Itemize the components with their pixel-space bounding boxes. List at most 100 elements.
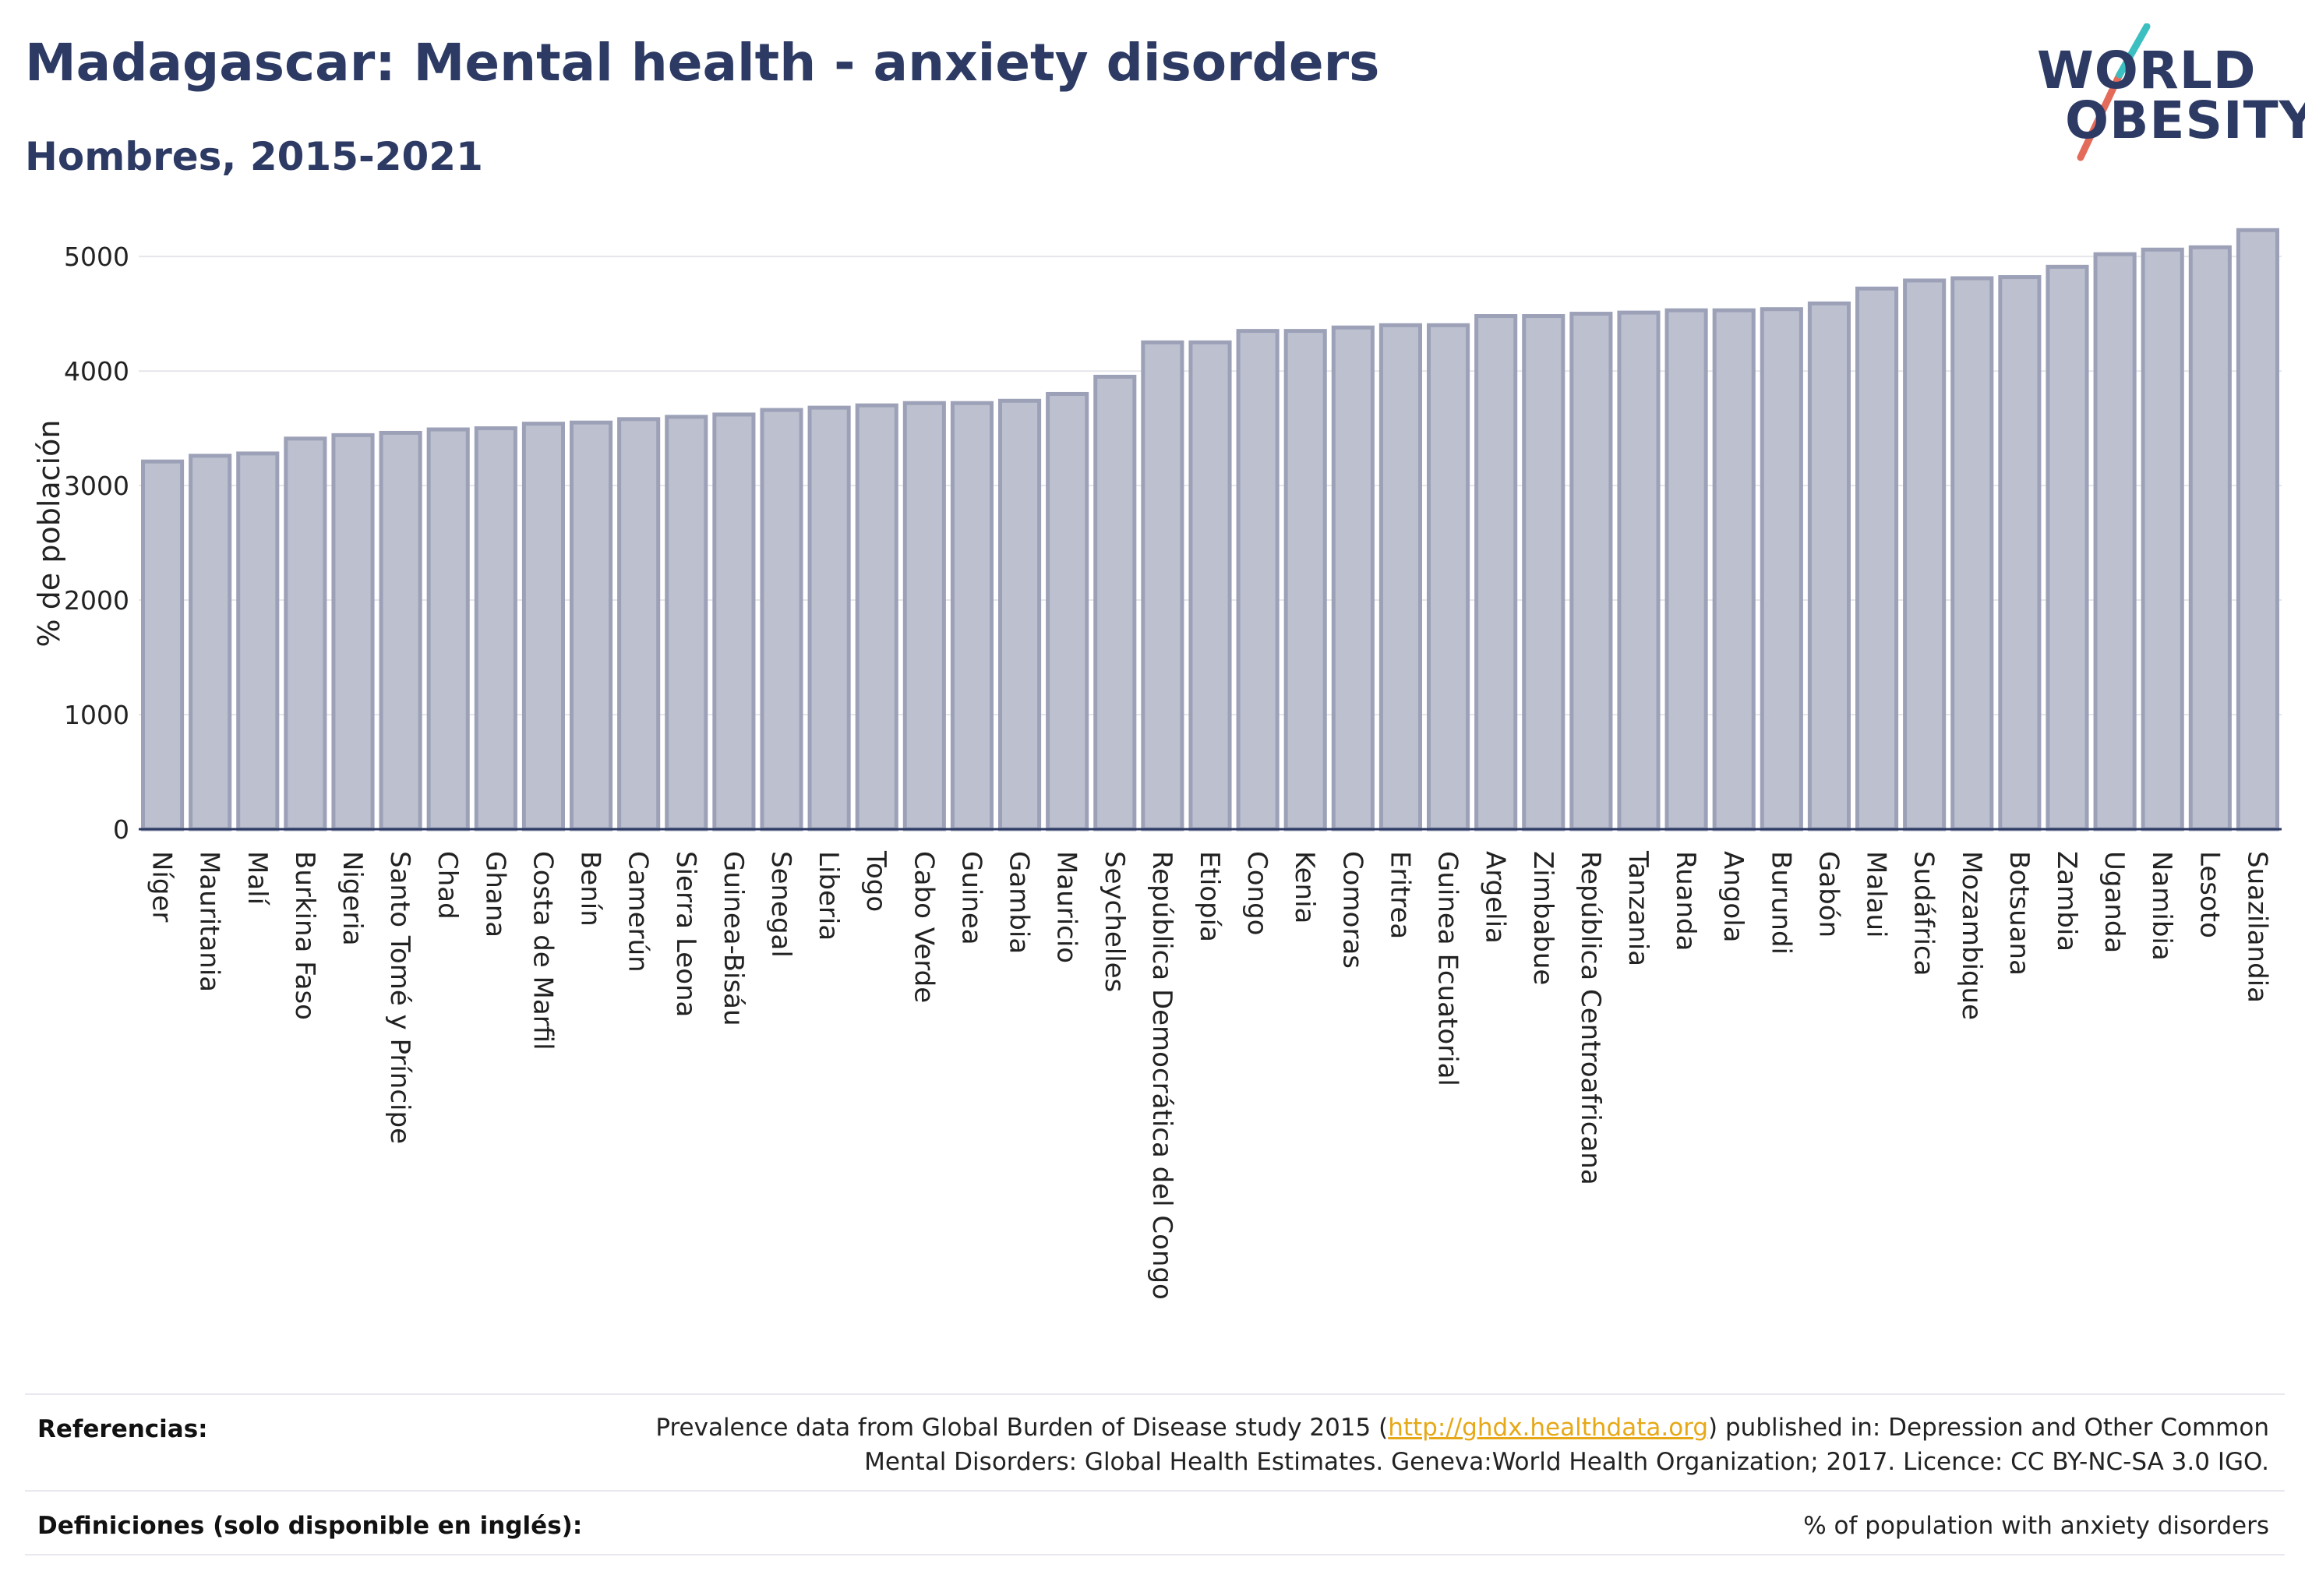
x-tick-label: Costa de Marfil (527, 851, 558, 1050)
x-tick-label: Sierra Leona (670, 851, 701, 1017)
bar (2141, 247, 2184, 832)
x-tick-label: Zambia (2051, 851, 2082, 952)
x-tick-label: Malí (242, 851, 273, 906)
bar (474, 426, 517, 832)
world-obesity-logo[interactable]: WORLD OBESITY (2034, 23, 2305, 164)
bar (2188, 245, 2232, 832)
x-tick-label: Liberia (813, 851, 844, 941)
bar (1569, 312, 1613, 832)
bar (1998, 275, 2042, 832)
bar (1807, 301, 1851, 832)
references-text-start: Prevalence data from Global Burden of Di… (655, 1414, 1389, 1442)
bar (1617, 310, 1661, 832)
logo-word-obesity: OBESITY (2065, 90, 2305, 150)
bar (2046, 264, 2089, 832)
bar (1141, 340, 1184, 832)
x-tick-label: Burundi (1765, 851, 1796, 955)
y-tick-label: 4000 (64, 356, 129, 387)
y-tick-label: 5000 (64, 242, 129, 272)
definitions-label: Definiciones (solo disponible en inglés)… (37, 1512, 583, 1540)
x-tick-label: Benín (575, 851, 606, 927)
y-tick-label: 1000 (64, 700, 129, 730)
bar (760, 408, 803, 832)
x-tick-label: Guinea-Bisáu (718, 851, 749, 1026)
x-tick-label: Níger (146, 851, 178, 922)
bar (521, 422, 566, 832)
x-tick-label: Namibia (2146, 851, 2177, 961)
x-tick-label: Seychelles (1099, 851, 1130, 992)
x-tick-label: Mauricio (1051, 851, 1082, 963)
x-tick-label: Etiopía (1194, 851, 1225, 942)
bar (570, 420, 613, 832)
references-text-end: ) published in: Depression and Other Com… (1708, 1414, 2269, 1442)
logo-slash-icon (2077, 23, 2151, 161)
bar (1331, 325, 1375, 832)
bar (284, 436, 327, 832)
x-tick-label: Togo (860, 850, 891, 912)
bar (617, 417, 661, 832)
definitions-text: % of population with anxiety disorders (1803, 1512, 2269, 1540)
x-tick-label: Sudáfrica (1908, 851, 1940, 976)
bar (1522, 314, 1565, 832)
references-link[interactable]: http://ghdx.healthdata.org (1388, 1414, 1709, 1442)
x-tick-label: República Centroafricana (1575, 851, 1606, 1185)
x-tick-label: Zimbabue (1527, 851, 1558, 985)
bar (236, 451, 280, 832)
x-tick-label: Gabón (1813, 851, 1844, 937)
references-text-line2: Mental Disorders: Global Health Estimate… (864, 1448, 2269, 1476)
y-tick-label: 2000 (64, 585, 129, 616)
bar (1236, 329, 1280, 832)
x-tick-label: Comoras (1336, 851, 1368, 969)
x-tick-label: Angola (1717, 851, 1749, 942)
bar (1474, 314, 1518, 832)
logo-word-world: WORLD (2037, 41, 2257, 101)
references-text: Prevalence data from Global Burden of Di… (477, 1411, 2269, 1479)
footer-divider-top (25, 1393, 2285, 1395)
x-tick-label: Ghana (479, 851, 510, 937)
bar (665, 415, 708, 832)
x-tick-label: Eritrea (1384, 851, 1415, 939)
bar (1712, 308, 1756, 832)
bar (1046, 391, 1089, 832)
x-tick-label: Chad (432, 851, 463, 920)
x-tick-label: Suazilandia (2241, 851, 2272, 1003)
x-tick-label: Guinea (955, 851, 987, 945)
x-tick-label: Senegal (765, 851, 796, 958)
references-label: Referencias: (37, 1415, 208, 1443)
bar (902, 401, 946, 832)
x-tick-label: Camerún (623, 851, 654, 973)
y-tick-label: 0 (113, 814, 129, 845)
bar (1427, 323, 1470, 832)
x-tick-label: Burkina Faso (289, 851, 320, 1020)
x-tick-label: Santo Tomé y Príncipe (384, 851, 415, 1144)
bar (1664, 308, 1708, 832)
x-tick-label: Ruanda (1670, 851, 1701, 951)
bar (2236, 228, 2280, 832)
x-tick-label: Kenia (1289, 851, 1320, 923)
x-tick-label: República Democrática del Congo (1146, 851, 1177, 1300)
x-tick-label: Argelia (1480, 851, 1511, 944)
bar (426, 427, 470, 832)
chart-subtitle: Hombres, 2015-2021 (25, 134, 483, 179)
footer-divider-middle (25, 1490, 2285, 1492)
x-tick-label: Gambia (1004, 851, 1035, 954)
bar (2093, 252, 2137, 832)
y-axis-title: % de población (32, 420, 66, 648)
bar (1903, 278, 1947, 832)
x-tick-label: Tanzania (1622, 850, 1654, 966)
bar (712, 412, 756, 832)
x-tick-label: Nigeria (337, 851, 368, 946)
bar (1283, 329, 1327, 832)
x-tick-label: Uganda (2099, 851, 2130, 953)
x-tick-label: Mozambique (1956, 851, 1987, 1020)
bar (1760, 307, 1803, 832)
x-tick-label: Guinea Ecuatorial (1432, 851, 1463, 1086)
chart-title: Madagascar: Mental health - anxiety diso… (25, 33, 1380, 93)
bar (855, 403, 898, 832)
bar (379, 430, 422, 832)
y-tick-label: 3000 (64, 471, 129, 501)
x-tick-label: Botsuana (2003, 851, 2035, 976)
x-tick-label: Lesoto (2194, 851, 2225, 938)
bar (950, 401, 994, 832)
bar (1855, 286, 1899, 832)
